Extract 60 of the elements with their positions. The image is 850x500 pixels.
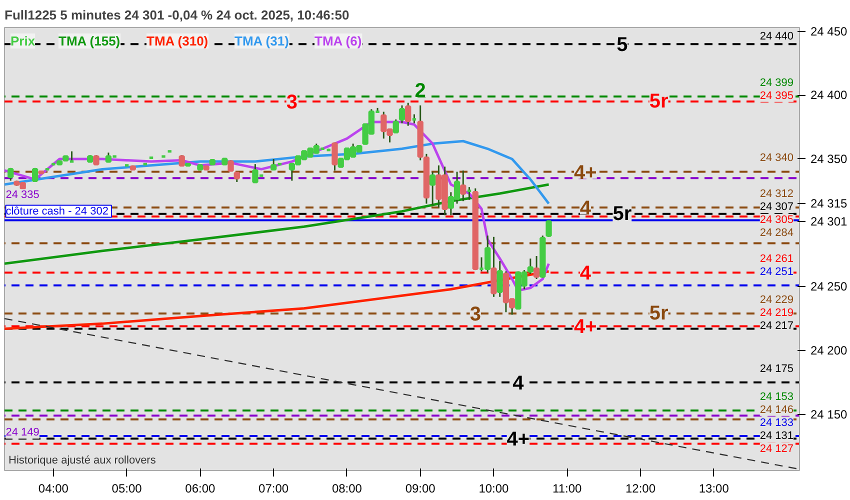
x-tick-label: 06:00: [185, 482, 216, 496]
x-tick-label: 09:00: [405, 482, 436, 496]
x-tick-label: 04:00: [38, 482, 69, 496]
text: TMA (6): [314, 34, 362, 48]
annotation: 3: [470, 303, 481, 326]
x-tick-label: 12:00: [625, 482, 656, 496]
x-tick-label: 08:00: [332, 482, 362, 496]
y-tick-label: 24 200: [810, 343, 848, 358]
ref-line-label: 24 312: [760, 188, 794, 200]
annotation: clôture cash - 24 302: [6, 205, 108, 218]
annotation: 3: [286, 92, 298, 114]
text: TMA (155): [58, 34, 120, 48]
ref-line-label: 24 399: [760, 76, 794, 89]
y-tick-label: 24 250: [810, 280, 848, 294]
ref-line-label: 24 251: [760, 266, 794, 278]
y-tick-label: 24 400: [810, 88, 848, 102]
annotation: 4+: [574, 316, 597, 338]
ref-line-label: 24 261: [760, 253, 794, 266]
ref-line-label: 24 153: [760, 390, 794, 403]
ref-line-label: 24 305: [760, 214, 794, 226]
ref-line-label: 24 340: [760, 152, 794, 164]
ref-line-label: 24 175: [760, 362, 794, 375]
text: TMA (31): [234, 34, 289, 48]
ref-line-label: 24 146: [760, 404, 794, 416]
text: TMA (310): [146, 34, 208, 48]
ref-line-label: 24 131: [760, 430, 794, 442]
x-tick-label: 13:00: [698, 482, 730, 496]
annotation: 4: [580, 262, 592, 285]
ref-line-label: 24 229: [760, 294, 794, 306]
y-tick-label: 24 150: [810, 407, 848, 422]
annotation: 4: [512, 372, 525, 394]
ref-line-label: 24 217: [760, 320, 794, 332]
annotation: Historique ajusté aux rollovers: [8, 454, 156, 466]
x-tick-label: 10:00: [478, 482, 510, 496]
ref-line-label: 24 127: [760, 442, 794, 455]
ref-line-label: 24 133: [760, 416, 794, 429]
annotation: 5r: [612, 202, 632, 225]
annotation: 2: [414, 80, 426, 102]
annotation: 4+: [574, 162, 597, 184]
ref-line-label: 24 284: [760, 226, 794, 239]
ref-line-label: 24 219: [760, 306, 794, 319]
x-tick-label: 05:00: [112, 482, 142, 496]
annotation: 4: [580, 198, 592, 220]
ref-line-label: 24 307: [760, 200, 794, 213]
ref-line-label: 24 440: [760, 30, 794, 43]
y-tick-label: 24 301: [810, 214, 848, 229]
text: Prix: [10, 34, 36, 48]
annotation: 24 149: [6, 426, 40, 439]
y-tick-label: 24 450: [810, 24, 848, 38]
annotation: 5: [616, 34, 628, 56]
annotation: 4+: [506, 428, 530, 451]
annotation: 5r: [649, 90, 669, 113]
ref-line-label: 24 395: [760, 90, 794, 102]
x-tick-label: 11:00: [552, 482, 582, 496]
annotation: 5r: [649, 302, 669, 324]
y-tick-label: 24 315: [810, 196, 848, 211]
chart-title: Full1225 5 minutes 24 301 -0,04 % 24 oct. 2025, 10:46:50: [4, 8, 350, 22]
annotation: 24 335: [6, 189, 40, 202]
x-tick-label: 07:00: [258, 482, 289, 496]
y-tick-label: 24 350: [810, 152, 848, 166]
